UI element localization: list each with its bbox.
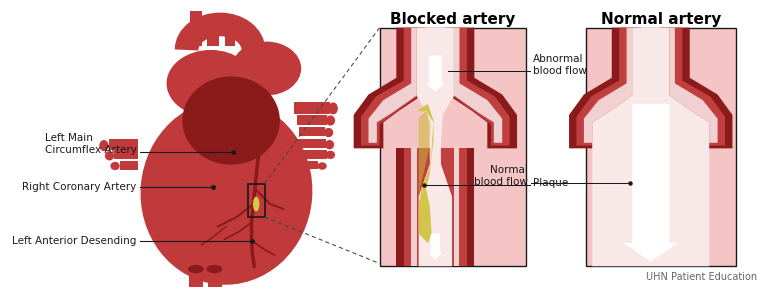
Ellipse shape [105, 151, 114, 160]
Ellipse shape [325, 115, 335, 126]
Bar [404, 148, 467, 266]
Text: Left Main
Circumflex Artery: Left Main Circumflex Artery [44, 133, 137, 155]
Ellipse shape [206, 265, 222, 273]
Polygon shape [450, 28, 510, 145]
Polygon shape [419, 111, 431, 197]
Ellipse shape [324, 128, 333, 137]
Polygon shape [354, 28, 426, 148]
Ellipse shape [329, 103, 338, 114]
Bar [411, 145, 417, 266]
Ellipse shape [317, 162, 327, 170]
Bar [397, 148, 474, 266]
Bar [299, 127, 325, 136]
Polygon shape [445, 28, 517, 148]
Bar [248, 184, 264, 217]
Bar [190, 9, 202, 46]
Ellipse shape [183, 76, 280, 164]
Polygon shape [361, 28, 420, 145]
Polygon shape [171, 251, 285, 282]
Polygon shape [660, 28, 733, 148]
Text: Plaque: Plaque [533, 178, 568, 188]
Polygon shape [417, 104, 433, 243]
Bar [612, 148, 690, 266]
Polygon shape [569, 28, 642, 148]
Ellipse shape [206, 20, 219, 30]
Polygon shape [368, 28, 417, 143]
Ellipse shape [167, 50, 254, 117]
FancyArrow shape [429, 234, 442, 260]
Bar [207, 14, 219, 46]
Ellipse shape [99, 140, 108, 151]
Ellipse shape [111, 162, 120, 170]
Bar [114, 150, 138, 159]
Text: Normal artery: Normal artery [601, 12, 721, 27]
Ellipse shape [141, 99, 312, 285]
Polygon shape [669, 28, 717, 143]
Ellipse shape [189, 20, 202, 30]
FancyArrow shape [426, 55, 445, 92]
Polygon shape [592, 28, 709, 266]
Bar [454, 145, 459, 266]
Bar [108, 139, 138, 150]
Bar [296, 139, 325, 148]
Polygon shape [577, 28, 636, 145]
Polygon shape [454, 28, 502, 143]
Polygon shape [417, 28, 454, 266]
Bar [626, 145, 632, 266]
Text: Blocked artery: Blocked artery [390, 12, 516, 27]
Bar [293, 150, 327, 159]
Ellipse shape [188, 265, 204, 273]
Bar [208, 259, 222, 287]
Ellipse shape [253, 197, 260, 212]
Ellipse shape [231, 42, 301, 95]
Ellipse shape [223, 20, 235, 30]
Polygon shape [665, 28, 725, 145]
Bar [189, 259, 203, 287]
Bar [225, 18, 235, 46]
Bar [586, 28, 736, 266]
Bar [619, 148, 682, 266]
Bar [120, 161, 138, 170]
Text: Right Coronary Artery: Right Coronary Artery [22, 182, 137, 192]
Bar [294, 102, 329, 114]
Text: Normal
blood flow: Normal blood flow [474, 165, 528, 187]
Bar [290, 161, 319, 169]
Text: UHN Patient Education: UHN Patient Education [646, 272, 757, 283]
Bar [669, 145, 675, 266]
Polygon shape [584, 28, 632, 143]
Bar [297, 115, 327, 125]
FancyArrow shape [624, 104, 678, 262]
Text: Left Anterior Desending: Left Anterior Desending [12, 236, 137, 246]
Bar [380, 28, 526, 266]
Ellipse shape [325, 151, 335, 159]
Ellipse shape [325, 140, 334, 149]
Text: Abnormal
blood flow: Abnormal blood flow [533, 54, 587, 76]
